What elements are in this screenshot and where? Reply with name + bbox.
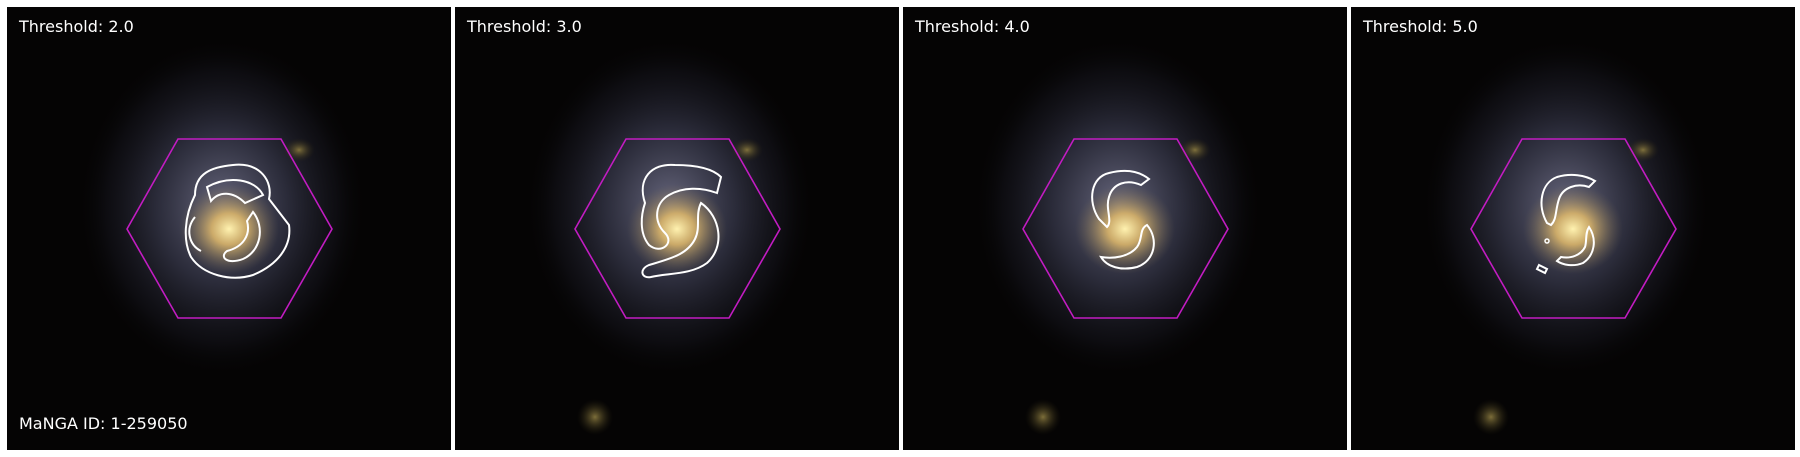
ifu-hexagon [574, 138, 781, 319]
arm-contour [1540, 173, 1597, 227]
ifu-hexagon [126, 138, 333, 319]
arm-contour [188, 216, 202, 252]
galaxy-panel-threshold-4: Threshold: 4.0 [903, 7, 1347, 450]
galaxy-core [1075, 184, 1175, 274]
arm-contour [1099, 223, 1155, 270]
arm-contour [640, 163, 723, 250]
galaxy-core [627, 184, 727, 274]
arm-contour [1555, 225, 1595, 267]
galaxy-panel-threshold-5: Threshold: 5.0 [1351, 7, 1795, 450]
threshold-label: Threshold: 3.0 [467, 17, 582, 36]
manga-id-label: MaNGA ID: 1-259050 [19, 414, 188, 433]
foreground-star [577, 399, 613, 435]
arm-contour [1091, 170, 1151, 229]
arm-contour [184, 163, 291, 279]
foreground-star [1025, 399, 1061, 435]
galaxy-panel-threshold-3: Threshold: 3.0 [455, 7, 899, 450]
arm-contour [1535, 263, 1549, 275]
threshold-label: Threshold: 2.0 [19, 17, 134, 36]
foreground-star [1473, 399, 1509, 435]
galaxy-image [7, 7, 451, 450]
ifu-hexagon [1022, 138, 1229, 319]
galaxy-core [1523, 184, 1623, 274]
galaxy-image [1351, 7, 1795, 450]
galaxy-image [455, 7, 899, 450]
arm-contour [205, 179, 265, 205]
arm-contour [641, 201, 720, 279]
arm-contour [1544, 238, 1550, 244]
ifu-hexagon [1470, 138, 1677, 319]
threshold-label: Threshold: 5.0 [1363, 17, 1478, 36]
arm-contour [222, 210, 261, 263]
galaxy-panel-threshold-2: Threshold: 2.0 MaNGA ID: 1-259050 [7, 7, 451, 450]
threshold-label: Threshold: 4.0 [915, 17, 1030, 36]
galaxy-image [903, 7, 1347, 450]
